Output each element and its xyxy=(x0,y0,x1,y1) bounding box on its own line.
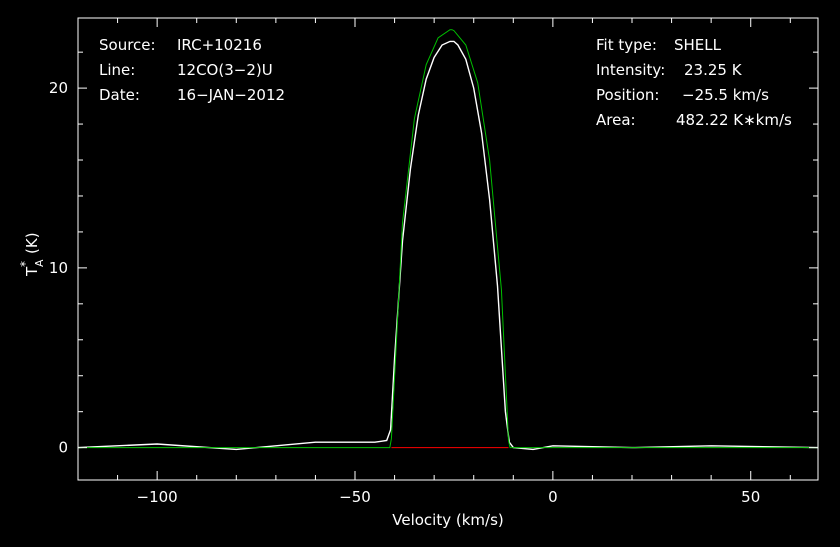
y-axis-label-sup: * xyxy=(18,261,32,267)
info-position-value: −25.5 km/s xyxy=(682,86,769,104)
plot-frame xyxy=(77,17,819,481)
info-date-value: 16−JAN−2012 xyxy=(177,86,285,104)
info-line-key: Line: xyxy=(99,61,135,79)
y-tick-label: 10 xyxy=(49,259,68,277)
series-fit xyxy=(78,29,818,449)
info-source-key: Source: xyxy=(99,36,156,54)
y-tick-label: 0 xyxy=(58,439,68,457)
info-right: Fit type: SHELL Intensity: 23.25 K Posit… xyxy=(596,36,792,129)
y-tick-label: 20 xyxy=(49,79,68,97)
series-layer xyxy=(77,29,819,451)
y-axis-label-unit: (K) xyxy=(23,232,41,254)
info-area-value: 482.22 K∗km/s xyxy=(676,111,792,129)
info-date-key: Date: xyxy=(99,86,140,104)
x-tick-label: −100 xyxy=(137,488,178,506)
x-axis-label: Velocity (km/s) xyxy=(392,511,503,529)
info-intensity-key: Intensity: xyxy=(596,61,665,79)
tick-layer: −100 −50 0 50 0 10 20 xyxy=(49,18,818,506)
y-axis-label-symbol: T xyxy=(23,266,41,277)
info-position-key: Position: xyxy=(596,86,659,104)
y-axis-label: T * A (K) xyxy=(18,232,46,277)
info-left: Source: IRC+10216 Line: 12CO(3−2)U Date:… xyxy=(99,36,285,104)
info-intensity-value: 23.25 K xyxy=(684,61,743,79)
x-tick-label: −50 xyxy=(339,488,371,506)
info-fit-type-value: SHELL xyxy=(674,36,722,54)
y-axis-label-sub: A xyxy=(33,259,46,267)
info-source-value: IRC+10216 xyxy=(177,36,262,54)
info-fit-type-key: Fit type: xyxy=(596,36,657,54)
info-area-key: Area: xyxy=(596,111,636,129)
x-tick-label: 50 xyxy=(741,488,760,506)
x-tick-label: 0 xyxy=(548,488,558,506)
info-line-value: 12CO(3−2)U xyxy=(177,61,273,79)
